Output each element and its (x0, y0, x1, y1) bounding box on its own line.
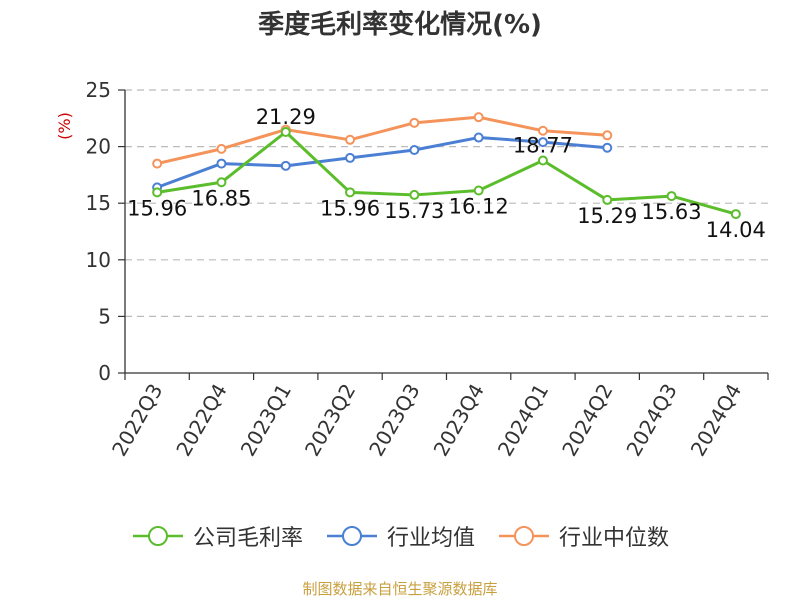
x-tick-label: 2023Q3 (364, 380, 424, 461)
x-tick-label: 2022Q4 (171, 380, 231, 461)
legend-marker-icon (499, 526, 549, 546)
data-point (409, 189, 420, 200)
data-label: 15.96 (320, 196, 380, 220)
series-line (156, 115, 608, 166)
y-axis-label: (%) (55, 112, 74, 140)
y-tick-label: 0 (98, 361, 111, 385)
legend-marker-icon (326, 526, 377, 546)
x-tick-label: 2024Q3 (621, 380, 681, 461)
data-point (537, 137, 548, 148)
x-tick-label: 2023Q4 (429, 380, 489, 461)
data-point (537, 155, 548, 166)
data-point (666, 191, 677, 202)
legend-dot (514, 526, 534, 546)
data-point (345, 134, 356, 145)
legend-label: 行业中位数 (559, 526, 670, 551)
data-point (280, 126, 291, 137)
series-line (156, 136, 608, 189)
data-point (602, 194, 613, 205)
x-tick-label: 2022Q3 (107, 380, 167, 461)
legend-item: 公司毛利率 (131, 520, 303, 552)
y-tick-label: 5 (98, 304, 111, 328)
x-tick-label: 2024Q1 (493, 380, 553, 461)
x-tick-label: 2023Q2 (300, 380, 360, 461)
data-label: 16.12 (449, 195, 509, 219)
data-point (473, 185, 484, 196)
series-line (156, 130, 737, 216)
data-label: 14.04 (706, 218, 766, 242)
data-point (280, 160, 291, 171)
legend-marker-icon (132, 526, 183, 546)
data-point (602, 142, 613, 153)
y-tick-label: 10 (86, 248, 111, 272)
legend-dot (341, 526, 362, 546)
legend-item: 行业中位数 (497, 520, 669, 552)
data-point (473, 132, 484, 143)
x-tick-label: 2023Q1 (236, 380, 296, 461)
data-label: 18.77 (513, 134, 573, 158)
data-point (409, 144, 420, 155)
data-point (152, 187, 163, 198)
data-point (730, 209, 741, 220)
y-tick-label: 15 (86, 191, 111, 215)
data-label: 15.29 (577, 204, 637, 228)
x-tick-label: 2024Q4 (686, 380, 746, 461)
series-lines (152, 112, 741, 220)
data-point (473, 112, 484, 123)
data-point (537, 125, 548, 136)
legend: 公司毛利率 行业均值 行业中位数 (0, 520, 800, 552)
legend-item: 行业均值 (325, 520, 475, 552)
y-tick-label: 20 (86, 135, 111, 159)
source-note: 制图数据来自恒生聚源数据库 (302, 580, 498, 598)
data-label: 21.29 (256, 105, 316, 129)
data-label: 15.96 (127, 196, 187, 220)
data-point (216, 158, 227, 169)
data-label: 16.85 (191, 186, 251, 210)
data-point (216, 143, 227, 154)
data-point (345, 152, 356, 163)
data-label: 15.63 (641, 200, 701, 224)
data-point (216, 177, 227, 188)
data-point (409, 117, 420, 128)
data-label: 15.73 (384, 199, 444, 223)
legend-label: 公司毛利率 (192, 526, 303, 551)
chart-title: 季度毛利率变化情况(%) (258, 10, 542, 40)
legend-label: 行业均值 (386, 526, 475, 551)
data-point (345, 187, 356, 198)
x-tick-label: 2024Q2 (557, 380, 617, 461)
legend-dot (147, 526, 168, 546)
data-point (152, 158, 163, 169)
data-point (602, 130, 613, 141)
y-tick-label: 25 (86, 78, 111, 102)
